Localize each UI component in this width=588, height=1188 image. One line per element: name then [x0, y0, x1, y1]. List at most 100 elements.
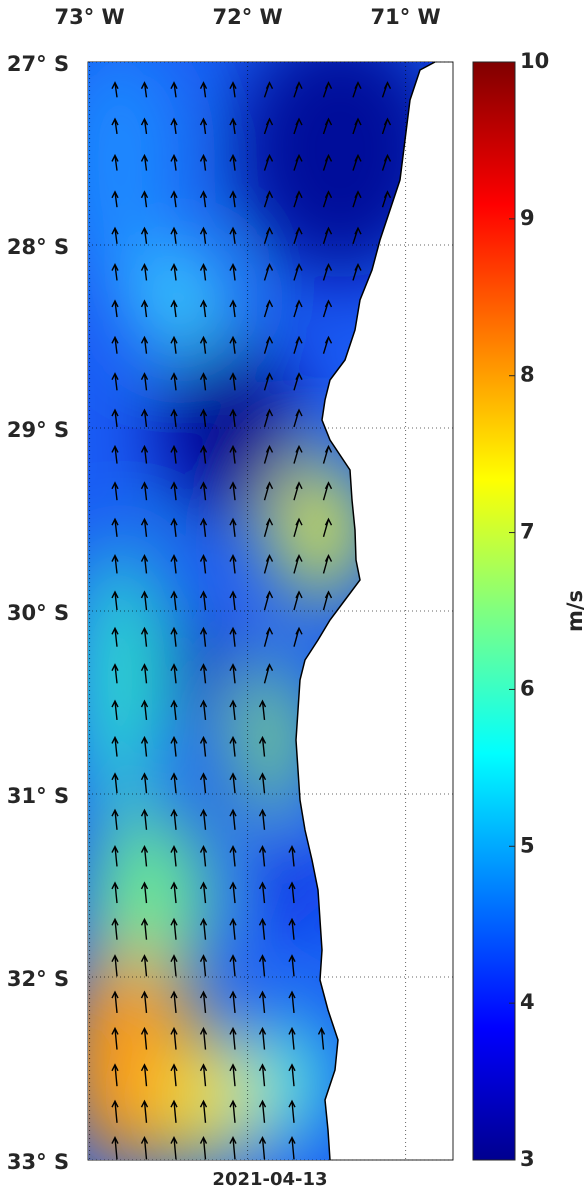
wind-arrow: [263, 481, 274, 501]
colorbar-tick-label: 4: [520, 990, 535, 1014]
wind-arrow: [229, 408, 237, 428]
wind-arrow: [199, 444, 208, 464]
wind-arrow: [229, 1026, 237, 1050]
wind-arrow: [140, 699, 149, 721]
wind-arrow: [111, 517, 119, 537]
wind-arrow: [288, 990, 296, 1014]
wind-arrow: [199, 517, 208, 537]
wind-arrow: [140, 153, 149, 171]
wind-arrow: [263, 153, 274, 171]
wind-arrow: [258, 1063, 267, 1087]
wind-arrow: [111, 844, 119, 867]
wind-arrow: [293, 190, 303, 208]
wind-arrow: [229, 844, 237, 867]
wind-arrow: [140, 117, 149, 135]
wind-arrow: [258, 881, 267, 904]
wind-arrow: [111, 735, 119, 757]
longitude-tick-label: 73° W: [54, 5, 124, 29]
wind-arrow: [229, 1135, 237, 1160]
wind-arrow: [293, 408, 303, 428]
wind-arrow: [140, 590, 149, 611]
wind-arrow: [199, 1135, 208, 1160]
wind-arrow: [140, 1135, 149, 1160]
wind-arrow: [293, 590, 303, 611]
wind-arrow: [111, 1026, 119, 1050]
wind-arrow: [140, 481, 149, 501]
wind-arrow: [111, 262, 119, 281]
wind-arrow: [322, 444, 333, 464]
latitude-tick-label: 30° S: [7, 601, 69, 625]
wind-arrow: [111, 1099, 119, 1123]
wind-arrow: [170, 299, 178, 318]
wind-arrow: [140, 844, 149, 867]
wind-arrow: [352, 153, 362, 171]
wind-arrow: [229, 699, 237, 721]
wind-arrow: [229, 954, 237, 977]
wind-arrow: [258, 735, 267, 757]
wind-arrow: [111, 772, 119, 794]
wind-arrow: [229, 990, 237, 1014]
wind-arrow: [258, 954, 267, 977]
wind-arrow: [263, 190, 274, 208]
wind-arrow: [199, 117, 208, 135]
wind-field: [88, 62, 435, 1160]
wind-arrow: [288, 1099, 296, 1123]
wind-arrow: [170, 808, 178, 830]
wind-arrow: [170, 590, 178, 611]
wind-arrow: [263, 408, 274, 428]
wind-arrow: [199, 226, 208, 244]
wind-arrow: [229, 881, 237, 904]
wind-arrow: [288, 844, 296, 867]
wind-arrow: [263, 444, 274, 464]
graticule: [88, 61, 453, 1161]
wind-arrow: [263, 117, 274, 135]
wind-arrow: [111, 372, 119, 391]
colorbar: [472, 61, 516, 1161]
wind-arrow: [140, 626, 149, 647]
wind-arrow: [199, 917, 208, 940]
wind-arrow: [199, 990, 208, 1014]
wind-arrow: [111, 954, 119, 977]
wind-arrow: [170, 699, 178, 721]
wind-arrow: [140, 372, 149, 391]
wind-arrow: [111, 699, 119, 721]
latitude-tick-label: 29° S: [7, 418, 69, 442]
wind-arrow: [170, 844, 178, 867]
wind-arrow: [170, 663, 178, 684]
wind-arrow: [170, 335, 178, 354]
wind-arrow: [199, 372, 208, 391]
wind-arrow: [199, 553, 208, 574]
wind-arrow: [111, 408, 119, 428]
wind-arrow: [381, 117, 392, 135]
wind-arrow: [170, 954, 178, 977]
colorbar-tick-label: 10: [520, 49, 549, 73]
wind-arrow: [322, 153, 333, 171]
wind-arrow: [263, 663, 274, 684]
colorbar-tick-label: 7: [520, 520, 535, 544]
colorbar-tick-label: 5: [520, 833, 535, 857]
wind-arrow: [140, 444, 149, 464]
wind-arrow: [263, 262, 274, 281]
wind-arrow: [170, 1026, 178, 1050]
wind-arrow: [229, 735, 237, 757]
wind-arrow: [140, 808, 149, 830]
wind-arrow: [229, 590, 237, 611]
wind-arrow: [140, 881, 149, 904]
wind-arrow: [263, 553, 274, 574]
wind-arrow: [258, 1135, 267, 1160]
colorbar-tick-label: 6: [520, 676, 535, 700]
wind-arrow: [111, 226, 119, 244]
wind-arrow: [199, 190, 208, 208]
wind-arrow: [170, 990, 178, 1014]
wind-arrow: [293, 81, 303, 98]
wind-arrow: [170, 408, 178, 428]
latitude-tick-label: 33° S: [7, 1150, 69, 1174]
wind-arrow: [288, 881, 296, 904]
wind-arrow: [199, 335, 208, 354]
wind-arrow: [111, 626, 119, 647]
wind-arrow: [293, 626, 303, 647]
wind-arrow: [229, 626, 237, 647]
coastline: [295, 61, 436, 1161]
wind-arrow: [140, 990, 149, 1014]
wind-arrow: [170, 1099, 178, 1123]
